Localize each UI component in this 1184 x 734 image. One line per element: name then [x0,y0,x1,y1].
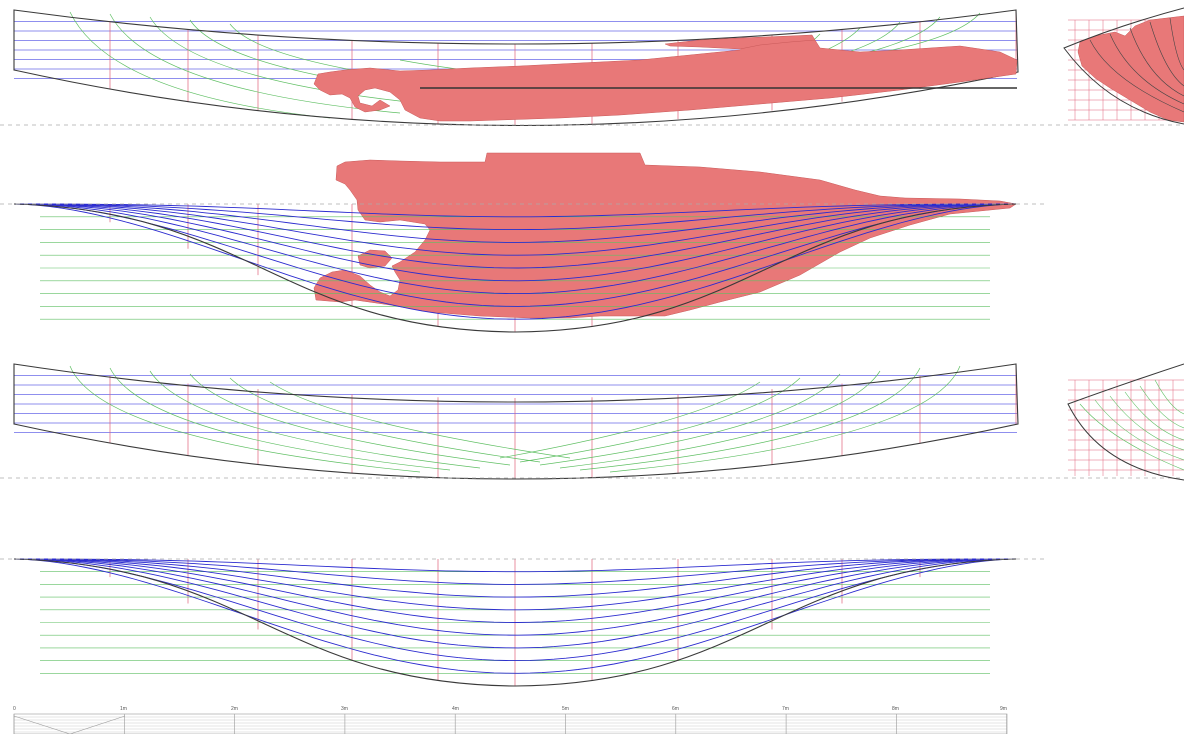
wreck-remains [313,152,1017,319]
plan-line [13,558,1017,674]
scale-bar-zigzag [13,715,126,734]
hull-outline [13,203,1017,333]
body-plan-with-wreck-view [1063,7,1184,125]
scale-label-4m: 4m [452,706,459,712]
waterlines [14,375,1017,433]
body-plan-sections [1089,17,1184,113]
plan-line [14,558,1016,598]
scale-label-2m: 2m [231,706,238,712]
hull-outline [13,558,1017,687]
scale-bar: 0 1m 2m 3m 4m 5m 6m 7m 8m 9m [13,706,1008,734]
scale-bar-hatching [14,716,1007,733]
plan-line [14,203,1016,218]
body-plan-sections [1079,379,1184,471]
plan-lines [13,203,1017,320]
diagonals [69,365,961,473]
plan-line [14,558,1016,585]
plan-reconstruction-view [13,558,1017,687]
profile-with-wreck-view [13,9,1019,332]
scale-label-9m: 9m [1000,706,1007,712]
plan-line [13,558,1016,636]
hull-outline [13,363,1019,480]
scale-label-3m: 3m [341,706,348,712]
scale-label-5m: 5m [562,706,569,712]
body-plan-reconstruction-view [1067,363,1184,481]
plan-line [13,203,1017,320]
plan-line [14,203,1016,269]
scale-label-0: 0 [13,706,16,712]
plan-line [13,203,1016,282]
scale-label-7m: 7m [782,706,789,712]
profile-reconstruction-view [13,363,1019,480]
plan-line [14,203,1016,243]
plan-line [13,558,1016,649]
plan-line [14,203,1016,231]
wreck-remains-upper [664,34,816,50]
plan-line [14,203,1016,256]
plan-line [14,558,1016,623]
wreck-remains [1077,15,1184,123]
body-plan-grid [1068,379,1184,476]
plan-lines [13,558,1017,674]
plan-line [13,558,1017,662]
body-plan-outline [1063,7,1184,125]
plan-line [13,203,1017,307]
hull-outline [13,9,1019,127]
scale-label-1m: 1m [120,706,127,712]
plan-with-wreck-view [13,152,1017,333]
plan-line [14,558,1016,611]
scale-bar-ticks [13,714,1008,734]
plan-line [14,558,1016,573]
wreck-remains-islet [357,249,393,269]
scale-label-6m: 6m [672,706,679,712]
scale-label-8m: 8m [892,706,899,712]
wreck-remains [313,39,1018,122]
plan-line [13,203,1016,295]
body-plan-outline [1067,363,1184,481]
station-lines [13,364,1017,479]
scale-bar-labels: 0 1m 2m 3m 4m 5m 6m 7m 8m 9m [13,706,1007,712]
